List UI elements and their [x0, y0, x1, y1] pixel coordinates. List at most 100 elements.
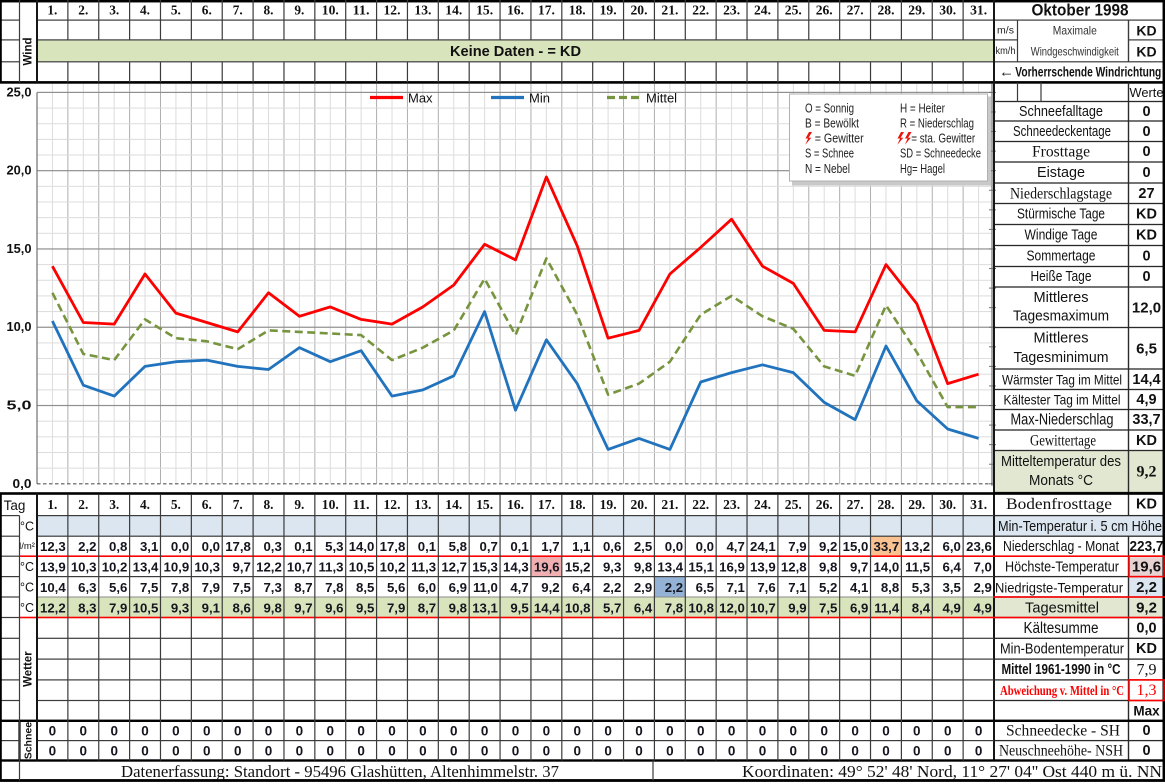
svg-text:0: 0	[820, 724, 828, 739]
svg-text:9,2: 9,2	[1137, 464, 1157, 481]
svg-text:8,4: 8,4	[912, 600, 931, 615]
svg-text:23.: 23.	[723, 3, 740, 18]
svg-text:16.: 16.	[507, 498, 524, 513]
svg-text:0: 0	[697, 744, 705, 759]
svg-text:10,7: 10,7	[287, 559, 313, 574]
svg-text:10,0: 10,0	[7, 320, 32, 334]
svg-text:0: 0	[1142, 165, 1150, 181]
svg-text:10,3: 10,3	[194, 559, 220, 574]
svg-text:3,1: 3,1	[140, 539, 158, 554]
svg-text:12,0: 12,0	[719, 600, 745, 615]
svg-text:20.: 20.	[631, 3, 648, 18]
svg-text:0,0: 0,0	[202, 539, 220, 554]
svg-text:0: 0	[234, 744, 242, 759]
svg-text:6,5: 6,5	[1136, 340, 1157, 357]
svg-text:0,3: 0,3	[263, 539, 281, 554]
svg-text:0: 0	[635, 724, 643, 739]
svg-text:31.: 31.	[970, 3, 987, 18]
svg-text:7,3: 7,3	[263, 580, 281, 595]
svg-text:24.: 24.	[754, 3, 771, 18]
svg-text:Schneefalltage: Schneefalltage	[1019, 104, 1103, 120]
svg-text:Oktober 1998: Oktober 1998	[1032, 2, 1129, 20]
svg-text:7,8: 7,8	[665, 600, 683, 615]
svg-text:20,0: 20,0	[7, 164, 32, 178]
svg-text:25.: 25.	[785, 498, 802, 513]
svg-text:°C: °C	[20, 580, 34, 594]
svg-text:27.: 27.	[847, 3, 864, 18]
svg-text:0: 0	[728, 724, 736, 739]
svg-text:0: 0	[573, 724, 581, 739]
svg-text:Mitteltemperatur des: Mitteltemperatur des	[1001, 454, 1121, 470]
svg-text:5,7: 5,7	[603, 600, 621, 615]
svg-text:0: 0	[388, 744, 396, 759]
svg-text:9,3: 9,3	[171, 600, 189, 615]
svg-text:5.: 5.	[171, 3, 181, 18]
svg-text:9.: 9.	[294, 498, 304, 513]
svg-text:12,0: 12,0	[1132, 299, 1161, 316]
svg-text:0,8: 0,8	[109, 539, 127, 554]
svg-text:10,9: 10,9	[164, 559, 190, 574]
svg-text:13.: 13.	[414, 498, 431, 513]
svg-text:7,1: 7,1	[788, 580, 806, 595]
svg-text:23,6: 23,6	[966, 539, 992, 554]
svg-text:0: 0	[543, 744, 551, 759]
svg-text:Max: Max	[1133, 704, 1160, 719]
svg-text:0: 0	[882, 724, 890, 739]
svg-text:0,0: 0,0	[13, 477, 32, 491]
svg-text:9,5: 9,5	[510, 600, 528, 615]
svg-text:14,4: 14,4	[1132, 372, 1160, 388]
svg-text:9,6: 9,6	[325, 600, 343, 615]
svg-text:Werte: Werte	[1130, 85, 1164, 100]
svg-text:29.: 29.	[908, 3, 925, 18]
svg-text:16.: 16.	[507, 3, 524, 18]
svg-text:7,9: 7,9	[202, 580, 220, 595]
svg-text:28.: 28.	[878, 498, 895, 513]
svg-text:4,1: 4,1	[850, 580, 868, 595]
svg-text:Wind: Wind	[22, 38, 34, 66]
svg-text:KD: KD	[1136, 433, 1157, 449]
svg-text:4,7: 4,7	[510, 580, 528, 595]
svg-text:4,9: 4,9	[1136, 392, 1156, 408]
svg-text:Stürmische Tage: Stürmische Tage	[1017, 207, 1105, 223]
svg-text:0: 0	[265, 724, 273, 739]
svg-text:4,7: 4,7	[726, 539, 744, 554]
svg-text:2,9: 2,9	[634, 580, 652, 595]
svg-text:2,5: 2,5	[634, 539, 652, 554]
svg-text:0: 0	[49, 744, 57, 759]
svg-text:0: 0	[851, 724, 859, 739]
svg-text:0: 0	[913, 744, 921, 759]
svg-text:0,7: 0,7	[480, 539, 498, 554]
svg-text:7,5: 7,5	[819, 600, 837, 615]
svg-text:0: 0	[357, 724, 365, 739]
svg-text:0: 0	[1142, 124, 1150, 140]
svg-text:Höchste-Temperatur: Höchste-Temperatur	[1005, 558, 1119, 575]
svg-text:0: 0	[635, 744, 643, 759]
svg-text:8,7: 8,7	[294, 580, 312, 595]
svg-text:0,0: 0,0	[1136, 620, 1156, 636]
svg-text:12,7: 12,7	[441, 559, 467, 574]
svg-text:19.: 19.	[600, 498, 617, 513]
svg-text:Wetter: Wetter	[22, 651, 34, 687]
svg-text:0: 0	[975, 724, 983, 739]
svg-text:0,0: 0,0	[171, 539, 189, 554]
svg-text:N = Nebel: N = Nebel	[805, 162, 850, 176]
svg-text:9,8: 9,8	[634, 559, 652, 574]
svg-text:0: 0	[1142, 104, 1150, 120]
svg-text:8,7: 8,7	[418, 600, 436, 615]
svg-text:8.: 8.	[264, 498, 274, 513]
svg-text:5,3: 5,3	[912, 580, 930, 595]
svg-text:Max-Niederschlag: Max-Niederschlag	[1011, 412, 1114, 429]
svg-text:15,2: 15,2	[565, 559, 591, 574]
svg-text:22.: 22.	[692, 3, 709, 18]
svg-text:2,2: 2,2	[665, 580, 683, 595]
svg-text:S = Schnee: S = Schnee	[805, 147, 854, 161]
svg-text:0: 0	[203, 724, 211, 739]
svg-text:11,4: 11,4	[874, 600, 900, 615]
svg-text:8,5: 8,5	[356, 580, 374, 595]
svg-text:6,9: 6,9	[449, 580, 467, 595]
svg-text:4,9: 4,9	[943, 600, 961, 615]
svg-text:11,0: 11,0	[473, 580, 498, 595]
svg-text:18.: 18.	[569, 498, 586, 513]
svg-text:0: 0	[49, 724, 57, 739]
svg-text:24,1: 24,1	[750, 539, 776, 554]
